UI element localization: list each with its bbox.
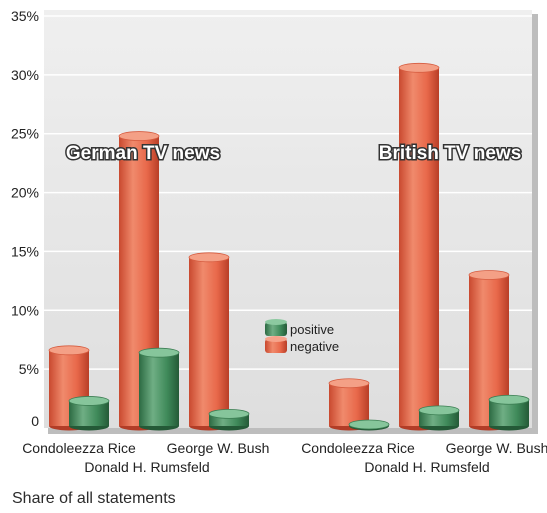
legend-item-positive: positive xyxy=(265,319,334,337)
plot-shadow xyxy=(48,14,538,434)
group-title: British TV news xyxy=(379,143,522,164)
bar-negative-body xyxy=(399,67,439,427)
x-label-george-bush-british: George W. Bush xyxy=(446,440,547,456)
bar-positive xyxy=(418,405,460,431)
bar-negative-top xyxy=(468,270,510,280)
y-tick-label: 15% xyxy=(11,243,39,259)
x-label-donald-rumsfeld-german: Donald H. Rumsfeld xyxy=(84,459,209,475)
x-axis-labels: Condoleezza Rice Donald H. Rumsfeld Geor… xyxy=(22,440,547,475)
bar-positive-top xyxy=(68,396,110,406)
plot-background xyxy=(44,10,532,428)
y-tick-label: 5% xyxy=(19,361,39,377)
bar-positive xyxy=(208,408,250,431)
bar-positive xyxy=(138,347,180,431)
x-label-condoleezza-rice-german: Condoleezza Rice xyxy=(22,440,136,456)
legend-swatch-negative-top xyxy=(265,336,287,342)
bar-negative-top xyxy=(48,345,90,356)
group-title-german: German TV news xyxy=(64,142,221,166)
bar-negative xyxy=(188,252,230,431)
bars xyxy=(48,62,530,431)
group-title: German TV news xyxy=(66,143,220,164)
bar-positive-top xyxy=(208,408,250,419)
bar-positive-top xyxy=(348,419,390,430)
bar-positive-top xyxy=(488,394,530,405)
x-label-condoleezza-rice-british: Condoleezza Rice xyxy=(301,440,415,456)
y-axis-ticks: 35% 30% 25% 20% 15% 10% 5% 0 xyxy=(11,8,39,429)
bar-positive xyxy=(348,419,390,431)
bar-negative-top xyxy=(188,252,230,263)
y-tick-label: 35% xyxy=(11,8,39,24)
legend-swatch-negative xyxy=(265,339,287,353)
legend-swatch-positive xyxy=(265,322,287,336)
bar-positive-body xyxy=(139,352,179,426)
footer-label: Share of all statements xyxy=(12,490,176,507)
group-title-british: British TV news xyxy=(377,142,523,166)
bar-negative xyxy=(398,62,440,431)
bar-negative-top xyxy=(398,62,440,73)
bar-negative-body xyxy=(189,257,229,426)
bar-negative-body xyxy=(329,383,369,426)
y-tick-label: 30% xyxy=(11,67,39,83)
y-tick-label: 0 xyxy=(31,413,39,429)
x-label-donald-rumsfeld-british: Donald H. Rumsfeld xyxy=(364,459,489,475)
legend-label-positive: positive xyxy=(290,322,334,337)
y-tick-label: 20% xyxy=(11,185,39,201)
y-tick-label: 10% xyxy=(11,302,39,318)
legend-item-negative: negative xyxy=(265,336,339,354)
legend-label-negative: negative xyxy=(290,339,339,354)
grid-lines xyxy=(44,15,532,370)
bar-negative-top xyxy=(118,131,160,141)
legend-swatch-positive-top xyxy=(265,319,287,325)
y-tick-label: 25% xyxy=(11,126,39,142)
x-label-george-bush-german: George W. Bush xyxy=(167,440,270,456)
bar-positive xyxy=(68,396,110,431)
legend: positive negative xyxy=(265,319,339,354)
bar-negative-top xyxy=(328,378,370,389)
bar-positive xyxy=(488,394,530,431)
bar-positive-top xyxy=(418,405,460,416)
bar-positive-top xyxy=(138,347,180,358)
bar-negative xyxy=(328,378,370,431)
